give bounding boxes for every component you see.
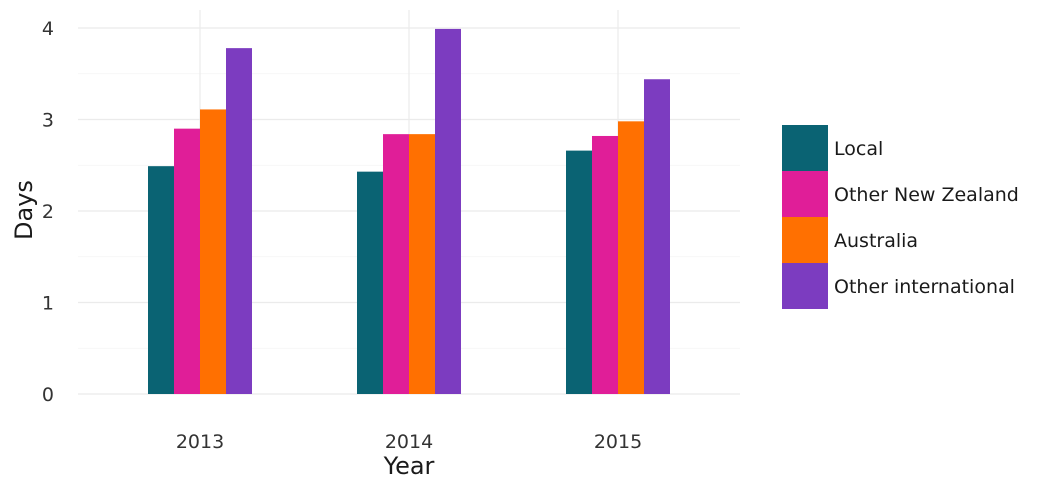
bar-2014-other-new-zealand: [383, 134, 409, 394]
x-axis-ticks: 2013 2014 2015: [176, 431, 642, 453]
bar-2015-other-international: [644, 79, 670, 395]
y-tick-label: 2: [42, 201, 54, 223]
y-tick-label: 3: [42, 110, 54, 132]
y-tick-label: 1: [42, 293, 54, 315]
legend-key-australia: [782, 217, 828, 263]
legend-key-other-new-zealand: [782, 171, 828, 217]
bar-2013-australia: [200, 109, 226, 394]
legend-key-other-international: [782, 263, 828, 309]
y-axis-ticks: 0 1 2 3 4: [42, 18, 54, 406]
bar-2013-other-international: [226, 48, 252, 394]
bar-2013-other-new-zealand: [174, 128, 200, 394]
bar-2014-local: [357, 171, 383, 394]
x-tick-label: 2013: [176, 431, 224, 453]
y-tick-label: 4: [42, 18, 54, 40]
legend-key-local: [782, 125, 828, 171]
bar-2014-australia: [409, 134, 435, 394]
legend: Local Other New Zealand Australia Other int…: [782, 125, 1019, 309]
bar-2015-local: [566, 150, 592, 394]
legend-label: Other New Zealand: [834, 184, 1019, 206]
bar-2015-other-new-zealand: [592, 135, 618, 394]
bars: [148, 28, 670, 395]
x-axis-title: Year: [383, 452, 435, 477]
legend-label: Other international: [834, 276, 1015, 298]
bar-2014-other-international: [435, 28, 461, 394]
legend-label: Australia: [834, 230, 918, 252]
y-axis-title: Days: [10, 180, 38, 240]
legend-label: Local: [834, 138, 883, 160]
y-tick-label: 0: [42, 384, 54, 406]
bar-2015-australia: [618, 121, 644, 394]
x-tick-label: 2015: [594, 431, 642, 453]
bar-2013-local: [148, 166, 174, 394]
x-tick-label: 2014: [385, 431, 433, 453]
